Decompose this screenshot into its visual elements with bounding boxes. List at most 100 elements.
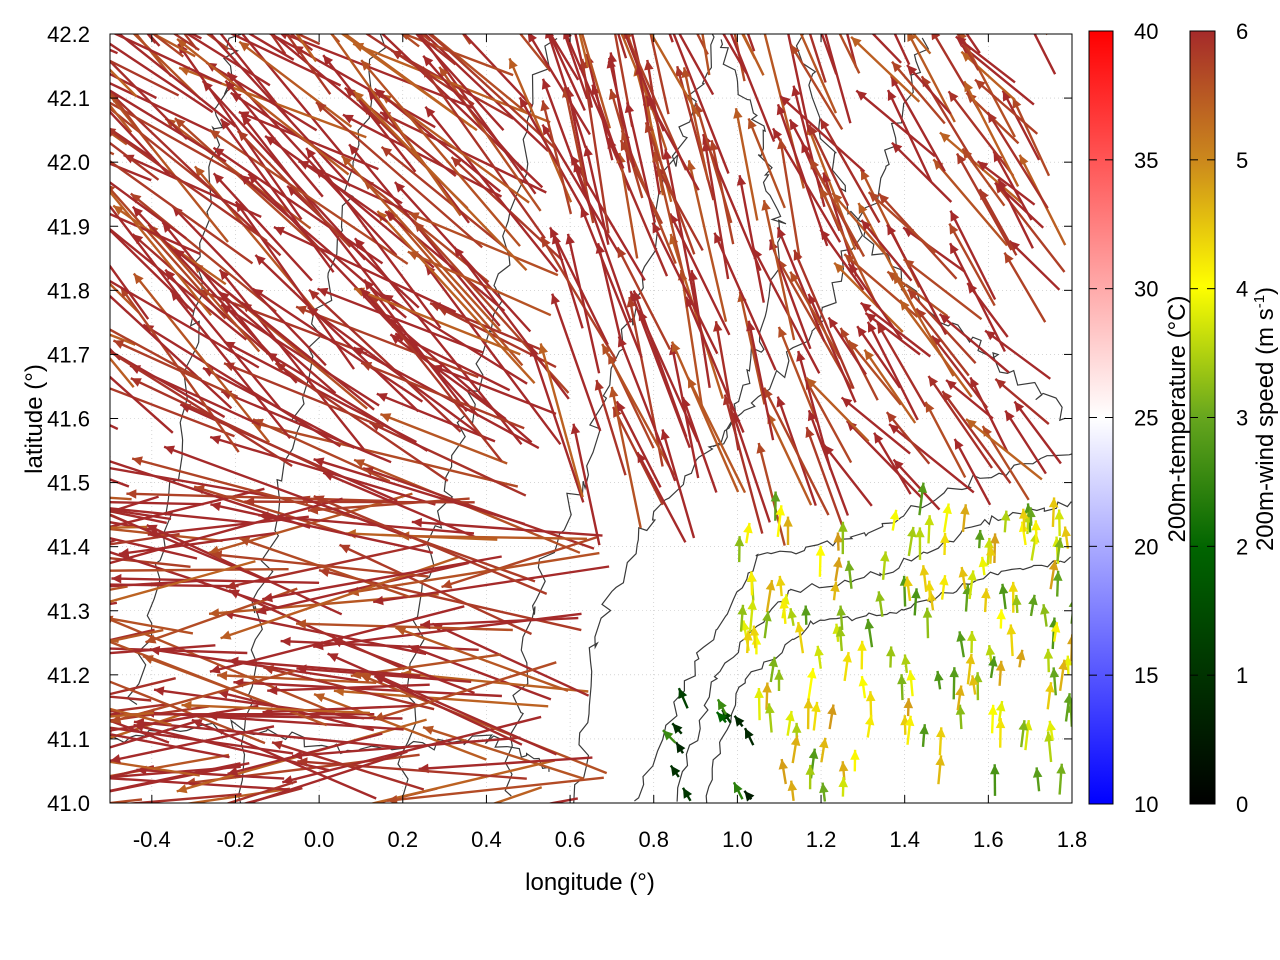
wind-arrow — [1004, 409, 1047, 475]
wind-arrow — [1028, 594, 1038, 617]
wind-arrow-head — [360, 674, 372, 684]
wind-arrow-shaft — [225, 780, 298, 803]
wind-arrow — [219, 34, 292, 122]
wind-arrow — [897, 674, 907, 701]
wind-arrow-shaft — [423, 34, 550, 152]
wind-arrow-head — [1068, 601, 1072, 608]
wind-arrow — [1054, 509, 1065, 537]
wind-arrow — [675, 741, 686, 754]
colorbar-tick-label: 15 — [1134, 663, 1158, 688]
wind-arrow-shaft — [110, 628, 155, 642]
wind-arrow — [765, 703, 775, 733]
wind-arrow-head — [981, 588, 991, 599]
wind-arrow-shaft — [209, 435, 436, 506]
wind-arrow — [540, 236, 617, 361]
wind-arrow — [809, 158, 866, 258]
wind-arrow — [308, 288, 462, 433]
wind-arrow-shaft — [110, 556, 191, 568]
x-tick-label: 0.4 — [471, 827, 502, 852]
wind-arrow — [322, 54, 417, 173]
wind-arrow — [814, 645, 824, 669]
wind-arrow-shaft — [212, 172, 313, 282]
wind-arrow — [845, 5, 902, 64]
wind-arrow-shaft — [776, 226, 826, 342]
wind-arrow-shaft — [344, 34, 349, 37]
wind-arrow-shaft — [262, 555, 502, 601]
wind-arrow-shaft — [424, 106, 559, 273]
wind-arrow — [414, 34, 505, 132]
wind-arrow — [352, 90, 528, 272]
wind-arrow-shaft — [407, 644, 552, 701]
wind-arrow-head — [196, 17, 207, 26]
wind-arrow — [306, 306, 488, 441]
wind-arrow-head — [868, 192, 880, 203]
wind-arrow — [770, 491, 781, 521]
wind-arrow-head — [820, 187, 829, 199]
wind-arrow — [189, 34, 202, 40]
wind-arrow — [1032, 767, 1043, 792]
wind-arrow-shaft — [415, 34, 457, 66]
wind-arrow-head — [591, 84, 601, 96]
wind-arrow — [936, 727, 946, 756]
wind-arrow — [110, 59, 188, 140]
wind-arrow-head — [808, 748, 819, 759]
wind-arrow-head — [307, 307, 319, 317]
wind-arrow-head — [828, 317, 839, 329]
wind-arrow-head — [314, 9, 324, 20]
wind-arrow-head — [1026, 507, 1036, 518]
wind-arrow — [805, 764, 815, 790]
wind-arrow — [548, 34, 586, 112]
wind-arrow-shaft — [924, 401, 967, 478]
wind-arrow — [110, 190, 213, 316]
wind-arrow-shaft — [376, 210, 536, 385]
wind-arrow — [110, 556, 191, 568]
wind-arrow — [803, 698, 814, 730]
wind-arrow-head — [972, 672, 983, 683]
wind-arrow — [110, 185, 227, 320]
wind-arrow — [549, 34, 580, 81]
wind-arrow-shaft — [974, 78, 1039, 135]
wind-arrow — [1058, 659, 1068, 691]
wind-arrow — [110, 387, 235, 438]
wind-arrow-head — [770, 491, 781, 502]
wind-arrow-head — [955, 704, 966, 715]
wind-arrow-shaft — [239, 173, 407, 319]
wind-arrow — [212, 146, 384, 265]
wind-arrow — [110, 89, 227, 163]
wind-arrow-head — [1067, 634, 1072, 645]
wind-arrow-shaft — [174, 117, 322, 252]
wind-arrow-head — [878, 0, 888, 4]
wind-arrow — [131, 456, 356, 520]
wind-arrow-head — [1008, 581, 1018, 592]
wind-arrow — [886, 223, 948, 336]
wind-arrow-shaft — [110, 294, 233, 410]
wind-arrow-head — [540, 100, 550, 112]
wind-arrow — [942, 503, 952, 533]
wind-arrow — [838, 34, 861, 74]
wind-arrow-head — [608, 89, 618, 100]
wind-arrow-shaft — [285, 34, 332, 95]
wind-arrow-shaft — [191, 718, 377, 800]
wind-arrow — [986, 545, 996, 564]
wind-arrow-head — [538, 343, 548, 355]
wind-arrow — [218, 290, 337, 395]
wind-arrow-shaft — [747, 117, 786, 209]
wind-arrow-head — [950, 210, 960, 222]
wind-arrow — [570, 423, 601, 546]
wind-arrow-head — [856, 90, 867, 101]
wind-arrow-head — [807, 410, 817, 422]
wind-arrow-shaft — [549, 34, 580, 81]
wind-arrow-head — [624, 102, 635, 114]
wind-arrow-head — [209, 129, 221, 140]
wind-arrow-head — [955, 36, 967, 47]
wind-arrow-head — [388, 0, 398, 1]
wind-arrow — [945, 379, 994, 420]
wind-arrow-head — [845, 5, 855, 15]
wind-arrow-shaft — [184, 787, 291, 803]
wind-arrow-head — [10, 185, 20, 195]
wind-arrow-shaft — [541, 100, 573, 215]
wind-arrow — [696, 34, 709, 55]
wind-arrow-shaft — [110, 127, 154, 160]
wind-arrow-shaft — [236, 130, 352, 248]
wind-arrow-head — [225, 80, 236, 92]
